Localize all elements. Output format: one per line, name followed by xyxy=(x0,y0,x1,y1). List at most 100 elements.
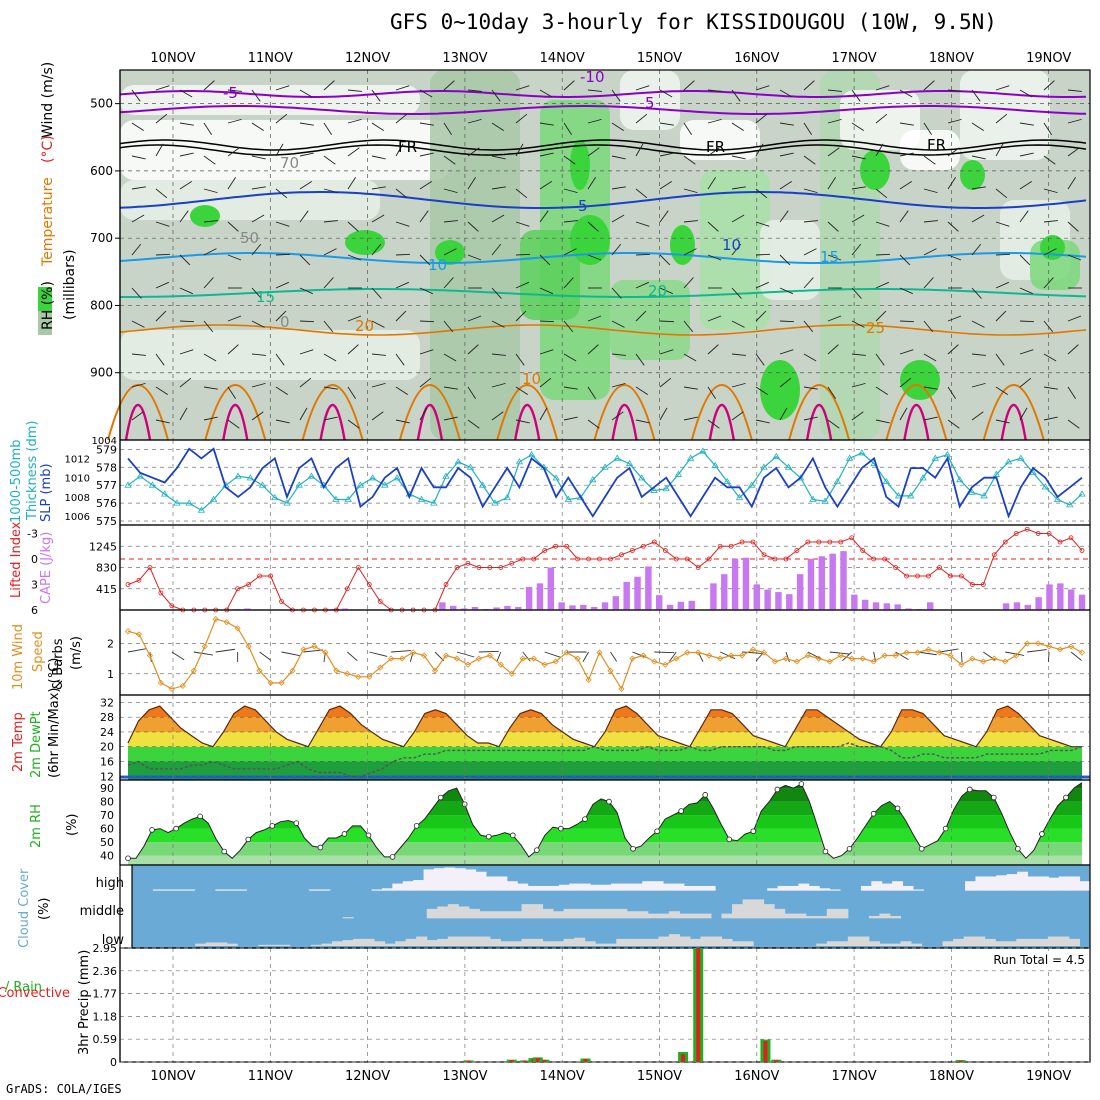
wind-barb xyxy=(779,407,788,421)
xtick-label-bottom: 17NOV xyxy=(832,1069,877,1084)
wind-barb-10m xyxy=(127,648,147,653)
li-point xyxy=(816,539,822,545)
dewpt-line xyxy=(127,742,1083,777)
wind-barb xyxy=(971,122,984,132)
wind-barb xyxy=(803,277,814,289)
wind-speed-point xyxy=(607,667,614,674)
wind-barb xyxy=(611,353,626,356)
wind-barb xyxy=(155,143,164,157)
cloud-middle-cell xyxy=(426,908,438,919)
thickness-point xyxy=(686,454,695,461)
wind-barb xyxy=(1043,386,1058,390)
thickness-tick: 578 xyxy=(96,461,117,474)
wind-barb xyxy=(515,353,525,366)
wind-barb xyxy=(899,89,913,98)
precip-conv-bar xyxy=(542,1060,547,1062)
thickness-point xyxy=(650,486,658,493)
thickness-point xyxy=(454,458,462,465)
wind-barb-10m xyxy=(917,651,937,656)
precip-conv-label: Convective xyxy=(0,986,70,1001)
ytick-label-upper: 600 xyxy=(90,164,113,178)
wind-speed-point xyxy=(903,649,910,656)
wind-speed-point xyxy=(793,658,800,665)
wind-barb xyxy=(347,147,360,157)
wind-axis-label: Wind (m/s) xyxy=(40,62,56,138)
wind-barb xyxy=(947,386,957,399)
wind-barb xyxy=(251,243,262,256)
wind-barb-10m xyxy=(939,648,959,653)
precip-conv-bar xyxy=(681,1054,686,1062)
wind-barb xyxy=(563,122,573,135)
cloud-middle-cell xyxy=(342,917,354,919)
li-point xyxy=(1024,526,1030,532)
cloud-low-cell xyxy=(584,941,596,946)
wind-barb xyxy=(755,113,768,124)
rh-high-3 xyxy=(570,140,590,190)
wind-barb xyxy=(515,419,530,424)
wind-speed-point xyxy=(596,649,603,656)
wind-barb xyxy=(923,353,937,362)
cape-bar xyxy=(721,574,728,610)
cloud-units-label: (%) xyxy=(37,898,52,921)
isotherm-25-arch xyxy=(496,384,559,441)
wind-speed-point xyxy=(728,652,735,659)
wind-barb xyxy=(491,214,505,223)
cloud-high-cell xyxy=(808,885,820,891)
cloud-high-cell xyxy=(527,885,539,891)
wind-barb xyxy=(515,253,531,256)
wind-barb xyxy=(779,320,795,323)
wind-barb xyxy=(803,80,815,91)
cloud-low-cell xyxy=(1016,938,1028,946)
thickness-point xyxy=(503,493,511,501)
wind-barb xyxy=(203,386,218,390)
wind-barb-10m xyxy=(807,651,822,660)
wind-speed-point xyxy=(190,667,197,674)
wind-barb xyxy=(707,221,719,232)
wind-barb xyxy=(443,155,456,165)
thickness-tick: 576 xyxy=(96,497,117,510)
minmax-axis-label: (6hr Min/Max) (°C) xyxy=(47,658,62,778)
wind-barb xyxy=(347,344,359,355)
cloud-high-cell xyxy=(1006,874,1018,891)
wind-barb xyxy=(275,221,290,227)
cloud-high-cell xyxy=(600,884,612,891)
wind-speed-point xyxy=(1067,643,1075,650)
li-point xyxy=(695,565,701,570)
wind-barb-10m xyxy=(369,651,388,657)
cloud-low-cell xyxy=(468,936,480,946)
contour-label: 0 xyxy=(280,313,290,331)
rh-point xyxy=(365,832,372,839)
rh-point xyxy=(846,846,853,852)
wind-barb xyxy=(899,210,909,223)
wind-speed-point xyxy=(355,673,362,680)
wind-barb xyxy=(467,344,479,355)
wind-barb xyxy=(587,419,600,429)
wind-barb xyxy=(635,281,649,289)
li-point xyxy=(366,582,372,587)
thickness-point xyxy=(491,499,499,506)
precip-tick: 2.36 xyxy=(93,965,118,978)
cloud-high-cell xyxy=(1017,871,1029,891)
rh-band xyxy=(128,842,1082,856)
wind-barb xyxy=(659,349,674,355)
isotherm-25-arch xyxy=(982,384,1045,441)
wind-barb xyxy=(995,188,1008,199)
wind-speed-point xyxy=(541,661,548,668)
wind-barb xyxy=(1019,254,1031,266)
thickness-point xyxy=(430,499,438,506)
thickness-point xyxy=(858,449,866,456)
wind-barb xyxy=(299,407,308,421)
wind-barb xyxy=(899,180,912,190)
precip-conv-bar xyxy=(466,1060,471,1062)
wind-barb xyxy=(851,320,865,328)
rh-point xyxy=(389,854,396,860)
wind-barb xyxy=(635,253,651,256)
cloud-high-cell xyxy=(819,888,831,891)
li-point xyxy=(849,535,855,541)
contour-label: 5 xyxy=(578,197,588,215)
thickness-point xyxy=(760,463,768,470)
wind-barb xyxy=(851,214,865,223)
thickness-point xyxy=(662,484,670,492)
wind-barb xyxy=(323,220,338,223)
wind-speed-point xyxy=(530,655,537,662)
